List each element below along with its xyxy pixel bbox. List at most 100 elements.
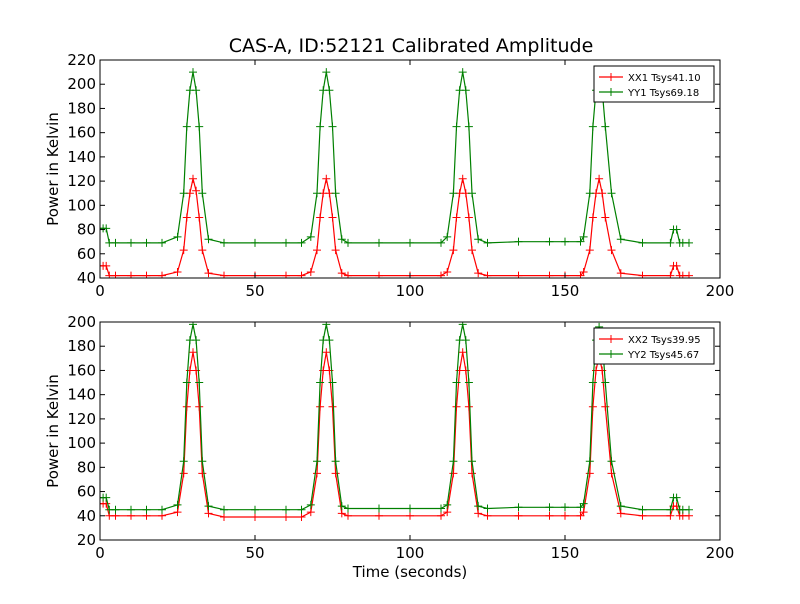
data-point [588, 378, 597, 387]
data-point [607, 457, 616, 466]
data-point [198, 246, 207, 255]
x-tick-label: 200 [706, 544, 735, 562]
data-point [195, 402, 204, 411]
data-point [685, 505, 693, 514]
data-point [607, 246, 616, 255]
x-tick-label: 150 [551, 282, 580, 300]
data-point [316, 402, 325, 411]
y-tick-label: 140 [67, 148, 96, 166]
data-point [189, 322, 197, 329]
subplot-2: 0 50 100 150 200 20 40 60 80 100 120 140 160 180 200 Po… [44, 313, 734, 581]
data-point [483, 511, 492, 520]
data-point [579, 499, 588, 508]
x-axis-label: Time (seconds) [352, 563, 468, 581]
data-point [616, 509, 625, 518]
data-point [251, 512, 259, 521]
y-tick-label: 200 [67, 75, 96, 93]
data-point [182, 122, 191, 131]
data-point [685, 238, 693, 247]
data-point [182, 213, 191, 222]
data-point [579, 267, 588, 276]
data-point [111, 238, 120, 247]
data-point [449, 246, 458, 255]
data-point [189, 68, 197, 77]
series-line-1 [100, 178, 689, 277]
data-point [158, 238, 166, 247]
x-tick-label: 0 [95, 282, 105, 300]
data-point [142, 505, 151, 514]
data-point [514, 503, 523, 512]
data-point [598, 189, 607, 198]
data-point [102, 224, 111, 233]
chart-title: CAS-A, ID:52121 Calibrated Amplitude [229, 35, 594, 57]
data-point [220, 271, 228, 278]
data-point [195, 213, 204, 222]
data-point [111, 505, 120, 514]
data-point [514, 237, 523, 246]
y-tick-label: 160 [67, 361, 96, 379]
data-point [561, 503, 569, 512]
data-point [458, 322, 467, 329]
data-point [666, 238, 675, 247]
y-tick-label: 180 [67, 99, 96, 117]
data-point [189, 348, 197, 357]
data-point [449, 189, 458, 198]
data-point [331, 189, 340, 198]
data-point [375, 238, 383, 247]
data-point [127, 505, 135, 514]
data-point [337, 502, 346, 511]
data-point [251, 238, 259, 247]
data-point [464, 402, 473, 411]
data-point [331, 457, 340, 466]
y-tick-label: 80 [77, 221, 96, 239]
data-point [344, 238, 352, 247]
x-tick-label: 100 [396, 544, 425, 562]
data-point [251, 505, 259, 514]
data-point [282, 238, 290, 247]
data-point [306, 232, 315, 241]
x-tick-label: 50 [245, 282, 264, 300]
data-point [461, 336, 470, 345]
data-point [204, 509, 213, 518]
subplot-1: 0 50 100 150 200 40 60 80 100 120 140 160 180 200 220 P… [44, 51, 734, 300]
data-point [337, 269, 346, 278]
data-point [142, 238, 151, 247]
data-point [468, 457, 476, 466]
data-point [204, 235, 213, 244]
data-point [182, 402, 191, 411]
data-point [179, 457, 188, 466]
data-point [666, 271, 675, 278]
data-point [406, 504, 414, 513]
y-tick-label: 120 [67, 172, 96, 190]
data-point [328, 402, 337, 411]
data-point [443, 500, 452, 509]
y-tick-label: 220 [67, 51, 96, 69]
data-point [179, 189, 188, 198]
legend-box [593, 327, 715, 365]
data-point [437, 504, 445, 513]
data-point [585, 469, 594, 478]
data-point [313, 457, 321, 466]
data-point [458, 174, 467, 183]
data-point [375, 504, 383, 513]
data-point [306, 267, 315, 276]
data-point [322, 322, 331, 329]
x-tick-label: 0 [95, 544, 105, 562]
legend-label: XX2 Tsys39.95 [628, 335, 701, 346]
x-tick-label: 100 [396, 282, 425, 300]
y-tick-label: 140 [67, 386, 96, 404]
data-point [220, 505, 228, 514]
data-point [461, 86, 470, 95]
data-point [595, 174, 604, 183]
data-point [443, 267, 452, 276]
data-point [328, 378, 337, 387]
legend-marker [607, 350, 615, 358]
data-point [585, 246, 594, 255]
data-point [468, 189, 476, 198]
data-point [127, 238, 135, 247]
data-point [328, 213, 337, 222]
data-point [443, 508, 452, 517]
data-point [514, 511, 523, 520]
data-point [443, 232, 452, 241]
